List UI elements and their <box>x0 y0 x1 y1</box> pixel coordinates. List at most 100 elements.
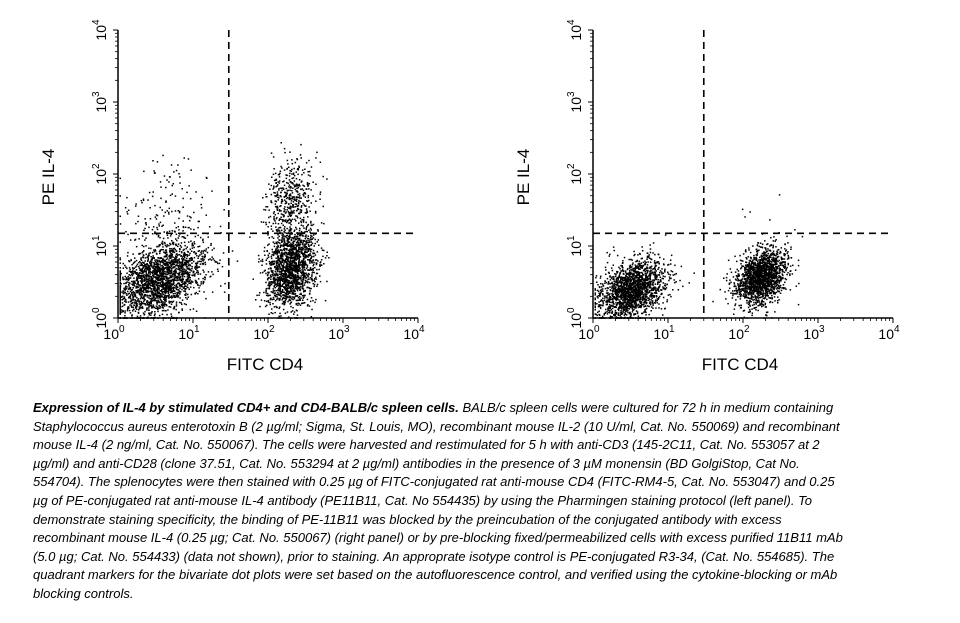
data-point <box>175 260 177 262</box>
data-point <box>169 296 172 298</box>
data-point <box>188 241 190 243</box>
data-point <box>272 303 274 305</box>
data-point <box>323 222 325 225</box>
data-point <box>304 231 306 233</box>
data-point <box>194 293 197 295</box>
data-point <box>277 261 279 264</box>
data-point <box>279 170 282 172</box>
data-point <box>170 260 172 263</box>
data-point <box>314 259 317 261</box>
data-point <box>145 284 147 287</box>
data-point <box>271 282 273 284</box>
data-point <box>128 307 130 309</box>
data-point <box>182 257 185 260</box>
data-point <box>157 295 160 298</box>
data-point <box>301 274 304 276</box>
data-point <box>141 307 144 309</box>
data-point <box>297 302 299 304</box>
data-point <box>154 299 157 302</box>
data-point <box>159 273 161 275</box>
data-point <box>156 290 158 292</box>
data-point <box>159 221 162 224</box>
data-point <box>150 279 152 281</box>
data-point <box>263 291 265 294</box>
data-point <box>148 304 150 306</box>
data-point <box>184 262 186 265</box>
data-point <box>173 282 175 284</box>
data-point <box>293 209 295 212</box>
data-point <box>146 296 149 298</box>
data-point <box>645 314 647 316</box>
data-point <box>303 264 305 266</box>
data-point <box>281 270 283 272</box>
data-point <box>284 226 286 228</box>
data-point <box>184 259 187 261</box>
data-point <box>161 286 163 288</box>
data-point <box>271 308 273 310</box>
data-point <box>649 248 652 250</box>
data-point <box>129 290 132 293</box>
data-point <box>155 277 157 280</box>
data-point <box>164 244 167 247</box>
data-point <box>170 269 173 272</box>
data-point <box>170 267 172 270</box>
data-point <box>170 285 173 288</box>
data-point <box>299 289 301 292</box>
data-point <box>181 260 184 263</box>
data-point <box>175 276 177 278</box>
data-point <box>297 205 300 207</box>
data-point <box>159 181 162 183</box>
data-point <box>147 199 149 201</box>
data-point <box>270 261 272 264</box>
data-point <box>162 307 164 309</box>
data-point <box>301 302 304 304</box>
data-point <box>151 257 153 260</box>
data-point <box>288 222 290 224</box>
data-point <box>283 243 285 245</box>
data-point <box>291 192 294 194</box>
data-point <box>161 240 164 243</box>
data-point <box>151 195 154 198</box>
data-point <box>603 314 605 316</box>
data-point <box>165 286 167 288</box>
data-point <box>136 276 138 278</box>
data-point <box>272 290 275 292</box>
data-point <box>184 282 187 284</box>
data-point <box>179 244 182 247</box>
data-point <box>144 269 146 271</box>
data-point <box>293 229 296 231</box>
data-point <box>158 282 160 284</box>
data-point <box>134 299 136 301</box>
data-point <box>307 272 310 275</box>
data-point <box>223 209 225 211</box>
data-point <box>638 262 640 265</box>
data-point <box>638 293 640 295</box>
data-point <box>303 240 305 242</box>
data-point <box>312 282 314 285</box>
data-point <box>171 184 173 187</box>
data-point <box>284 282 286 285</box>
data-point <box>288 282 291 284</box>
data-point <box>651 300 654 302</box>
data-point <box>172 300 175 302</box>
data-point <box>285 177 288 180</box>
data-point <box>178 173 180 175</box>
data-point <box>275 252 278 254</box>
data-point <box>187 280 189 283</box>
data-point <box>306 281 309 284</box>
data-point <box>319 262 322 264</box>
data-point <box>175 295 177 297</box>
data-point <box>141 269 144 271</box>
data-point <box>292 273 295 276</box>
data-point <box>132 281 135 283</box>
data-point <box>180 263 183 265</box>
data-point <box>122 267 125 269</box>
data-point <box>283 230 285 233</box>
data-point <box>278 289 280 291</box>
data-point <box>308 273 310 276</box>
data-point <box>280 272 283 274</box>
data-point <box>286 242 289 245</box>
data-point <box>275 251 277 253</box>
data-point <box>291 173 293 175</box>
data-point <box>165 291 167 293</box>
